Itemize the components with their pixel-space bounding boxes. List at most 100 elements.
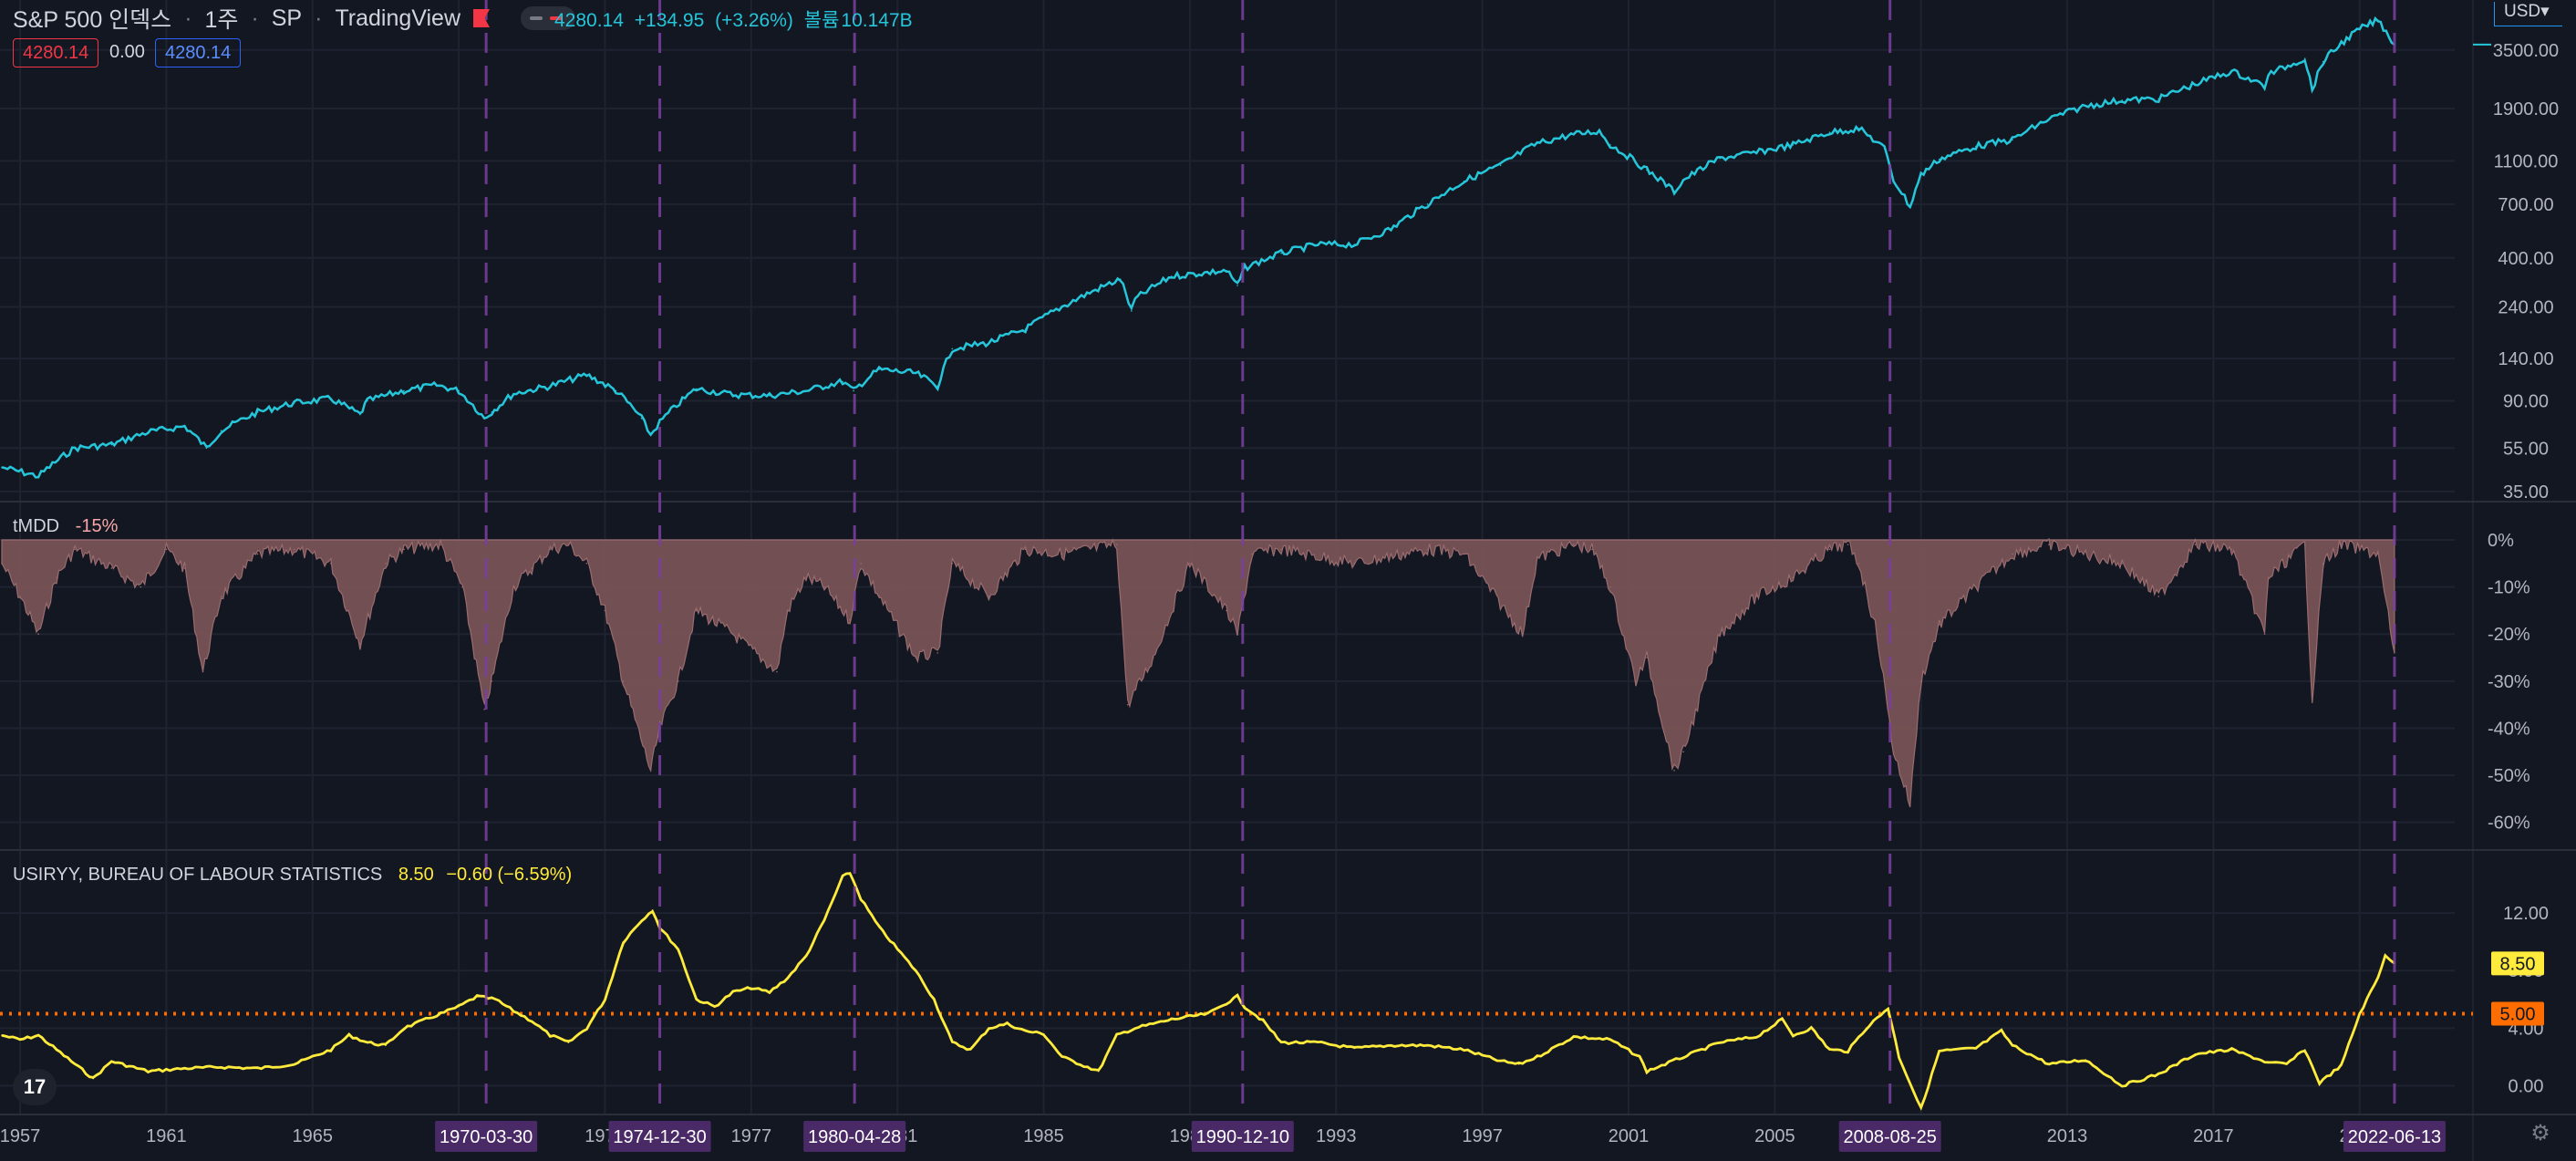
toggle-pill-icon[interactable] [521, 6, 576, 30]
cpi-point [2377, 977, 2379, 979]
mdd-point [604, 609, 606, 612]
cpi-point [1828, 1049, 1831, 1051]
mdd-point [1189, 563, 1191, 565]
cpi-point [1755, 1036, 1758, 1038]
mdd-point [110, 567, 113, 569]
sp500-point [1353, 244, 1356, 245]
sp500-point [1280, 252, 1282, 254]
cpi-point [2048, 1063, 2050, 1065]
sp500-point [649, 434, 652, 436]
mdd-point [1847, 544, 1849, 545]
symbol-name[interactable]: S&P 500 인덱스 [13, 7, 172, 33]
cpi-point [403, 1027, 405, 1030]
sp500-point [2340, 42, 2343, 45]
mdd-point [1521, 633, 1524, 636]
cpi-point [713, 1005, 716, 1008]
mdd-point [1573, 544, 1575, 545]
sp500-point [1828, 131, 1831, 134]
mdd-point [330, 563, 332, 565]
exchange-label: SP [271, 5, 303, 31]
cpi-point [1042, 1032, 1045, 1035]
mdd-point [1646, 657, 1648, 658]
cpi-point [1865, 1027, 1867, 1030]
sp500-point [1646, 169, 1648, 171]
price-quote: 4280.14 +134.95 (+3.26%) 볼륨10.147B [554, 5, 918, 33]
cpi-point [293, 1063, 295, 1065]
mdd-point [1060, 553, 1063, 555]
x-axis-tick: 1993 [1316, 1126, 1357, 1146]
bid-box[interactable]: 4280.14 [13, 38, 99, 67]
event-date-badge [435, 1121, 538, 1152]
cpi-point [1609, 1039, 1611, 1041]
sp500-point [695, 388, 698, 390]
event-date-badge [1838, 1121, 1941, 1152]
sp500-point [37, 475, 39, 477]
mdd-point [403, 548, 405, 551]
cpi-point [750, 987, 752, 989]
mdd-point [1719, 633, 1722, 636]
sp500-point [878, 368, 880, 370]
sp500-point [1, 466, 3, 469]
cpi-point [1133, 1027, 1136, 1030]
mdd-point [1115, 544, 1118, 545]
mdd-point [823, 586, 825, 588]
mdd-point [37, 633, 39, 636]
cpi-point [476, 995, 478, 998]
mdd-name: tMDD [13, 516, 60, 536]
mdd-axis-tick: -60% [2488, 814, 2530, 834]
mdd-point [1236, 633, 1238, 636]
currency-selector[interactable]: USD▾ [2494, 2, 2562, 26]
mdd-axis-tick: -40% [2488, 719, 2530, 739]
cpi-value: 8.50 [398, 865, 434, 885]
cpi-point [567, 1042, 570, 1043]
sp500-point [1171, 275, 1173, 277]
mdd-point [140, 586, 142, 588]
event-date-badge [2343, 1121, 2446, 1152]
mdd-point [1755, 596, 1758, 597]
settings-gear-icon[interactable]: ⚙ [2530, 1121, 2550, 1145]
sp500-point [1938, 158, 1940, 161]
sp500-point [1883, 148, 1886, 150]
sp500-point [805, 389, 807, 392]
cpi-point [1390, 1044, 1392, 1047]
mdd-point [1909, 803, 1911, 804]
flag-icon[interactable] [473, 9, 491, 27]
mdd-point [483, 709, 485, 710]
cpi-point [348, 1034, 350, 1037]
sp500-point [549, 385, 552, 388]
mdd-point [1426, 548, 1429, 551]
cpi-point [385, 1044, 387, 1047]
interval-label[interactable]: 1주 [204, 7, 239, 33]
mdd-pane-label: tMDD -15% [13, 516, 118, 537]
x-axis-tick: 2013 [2047, 1126, 2088, 1146]
mdd-point [1892, 751, 1895, 753]
sp500-point [1719, 157, 1722, 160]
cpi-point [1317, 1042, 1319, 1043]
sp500-point [1892, 179, 1895, 181]
cpi-point [842, 876, 843, 878]
cpi-point [1236, 995, 1238, 998]
cpi-point [1975, 1047, 1977, 1050]
price-change-pct: (+3.26%) [715, 10, 793, 31]
sp500-point [330, 398, 332, 400]
mdd-point [183, 567, 186, 569]
cpi-point [2157, 1073, 2160, 1075]
cpi-point [2267, 1062, 2270, 1063]
sp500-point [1682, 179, 1684, 181]
cpi-point [604, 998, 606, 1000]
cpi-point [531, 1020, 533, 1022]
sp500-point [1919, 174, 1922, 176]
mdd-point [860, 563, 862, 565]
x-axis-tick: 1961 [146, 1126, 187, 1146]
mdd-point [2377, 553, 2379, 555]
cpi-point [1097, 1070, 1100, 1073]
sp500-point [1024, 328, 1027, 330]
mdd-point [1828, 548, 1831, 551]
sp500-point [491, 411, 492, 413]
tradingview-logo-icon[interactable]: 17 [13, 1069, 57, 1105]
cpi-point [1898, 1056, 1900, 1058]
cpi-point [1517, 1063, 1520, 1065]
price-axis-tick: 700.00 [2498, 195, 2553, 215]
ask-box[interactable]: 4280.14 [155, 38, 242, 67]
